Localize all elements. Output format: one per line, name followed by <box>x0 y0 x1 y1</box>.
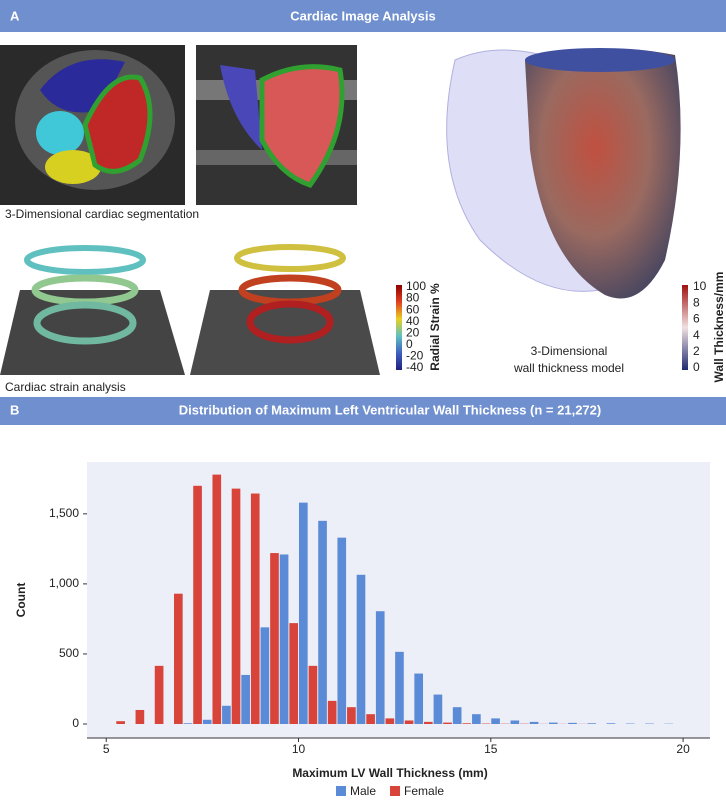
caption: 3-Dimensional cardiac segmentation <box>5 207 199 221</box>
colorbar <box>396 285 402 370</box>
bar <box>491 718 500 724</box>
shape <box>237 247 343 269</box>
legend-label: Male <box>350 784 376 798</box>
x-tick-label: 10 <box>292 742 306 756</box>
mri-image <box>196 45 357 205</box>
chart-title: Distribution of Maximum Left Ventricular… <box>179 402 601 417</box>
colorbar-tick-label: 10 <box>693 279 707 293</box>
panel-label: B <box>10 402 19 417</box>
bar <box>116 721 125 724</box>
y-axis-title: Count <box>14 583 28 618</box>
x-tick-label: 20 <box>676 742 690 756</box>
bar <box>376 611 385 724</box>
bar <box>174 594 183 724</box>
legend-swatch <box>336 786 346 796</box>
mri-image <box>0 45 185 205</box>
bar <box>289 623 298 724</box>
x-tick-label: 15 <box>484 742 498 756</box>
colorbar <box>682 285 688 370</box>
colorbar-tick-label: 2 <box>693 344 700 358</box>
y-tick-label: 0 <box>72 716 79 730</box>
bar <box>328 701 337 724</box>
bar <box>607 723 616 724</box>
bar <box>472 714 481 724</box>
bar <box>136 710 145 724</box>
bar <box>530 722 539 724</box>
bar <box>386 718 395 724</box>
bar <box>511 720 520 724</box>
bar <box>549 723 558 724</box>
bar <box>193 486 202 724</box>
bar <box>309 666 318 724</box>
heart-model <box>447 48 681 298</box>
bar <box>261 627 270 724</box>
bar <box>366 714 375 724</box>
caption: wall thickness model <box>513 361 624 375</box>
legend-label: Female <box>404 784 444 798</box>
bar <box>357 575 366 724</box>
bar <box>405 720 414 724</box>
caption: 3-Dimensional <box>531 344 608 358</box>
shape <box>36 111 84 155</box>
y-tick-label: 1,000 <box>49 576 79 590</box>
bar <box>280 554 289 724</box>
colorbar-title: Radial Strain % <box>428 283 442 371</box>
bar <box>424 722 433 724</box>
colorbar-title: Wall Thickness/mm <box>712 272 726 383</box>
bar <box>203 720 212 724</box>
panel-title: Cardiac Image Analysis <box>290 8 435 23</box>
colorbar-tick-label: 6 <box>693 312 700 326</box>
shape <box>27 248 143 272</box>
bar <box>395 652 404 724</box>
bar <box>434 695 443 724</box>
colorbar-tick-label: 0 <box>693 360 700 374</box>
y-tick-label: 500 <box>59 646 79 660</box>
legend-swatch <box>390 786 400 796</box>
bar <box>241 675 250 724</box>
bar <box>184 723 193 724</box>
bar <box>318 521 327 724</box>
bar <box>155 666 164 724</box>
colorbar-tick-label: 4 <box>693 328 700 342</box>
shape <box>525 48 675 72</box>
x-axis-title: Maximum LV Wall Thickness (mm) <box>292 766 487 780</box>
colorbar-tick-label: -40 <box>406 360 424 374</box>
bar <box>462 723 471 724</box>
bar <box>337 538 346 724</box>
panel-label: A <box>10 8 20 23</box>
strain-image <box>0 247 380 375</box>
x-tick-label: 5 <box>103 742 110 756</box>
bar <box>414 674 423 724</box>
panel-a: A Cardiac Image Analysis 3-Dimensional c… <box>0 0 726 394</box>
bar <box>251 494 260 724</box>
bar <box>270 553 279 724</box>
bar <box>568 723 577 724</box>
bar <box>232 489 241 724</box>
bar <box>347 707 356 724</box>
bar <box>212 475 221 724</box>
bar <box>222 706 231 724</box>
caption: Cardiac strain analysis <box>5 380 126 394</box>
bar <box>443 723 452 724</box>
colorbar-tick-label: 8 <box>693 295 700 309</box>
bar <box>587 723 596 724</box>
bar <box>299 503 308 724</box>
bar <box>453 707 462 724</box>
y-tick-label: 1,500 <box>49 506 79 520</box>
